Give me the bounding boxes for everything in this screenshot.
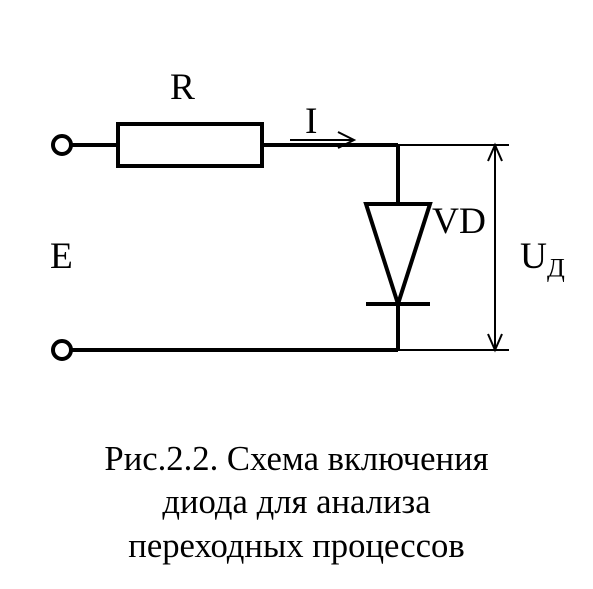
label-Ud: UД [520, 235, 565, 283]
figure-caption: Рис.2.2. Схема включения диода для анали… [0, 438, 593, 568]
label-I: I [305, 100, 317, 143]
caption-line3: переходных процессов [128, 527, 464, 565]
caption-line1: Рис.2.2. Схема включения [104, 440, 488, 478]
label-E: E [50, 235, 73, 278]
circuit-figure: R I E VD UД Рис.2.2. Схема включения дио… [0, 0, 593, 589]
caption-line2: диода для анализа [162, 483, 430, 521]
label-Ud-sub: Д [547, 253, 565, 282]
circuit-svg [0, 0, 593, 430]
label-R: R [170, 66, 195, 109]
label-VD: VD [432, 200, 486, 243]
label-Ud-main: U [520, 236, 547, 277]
